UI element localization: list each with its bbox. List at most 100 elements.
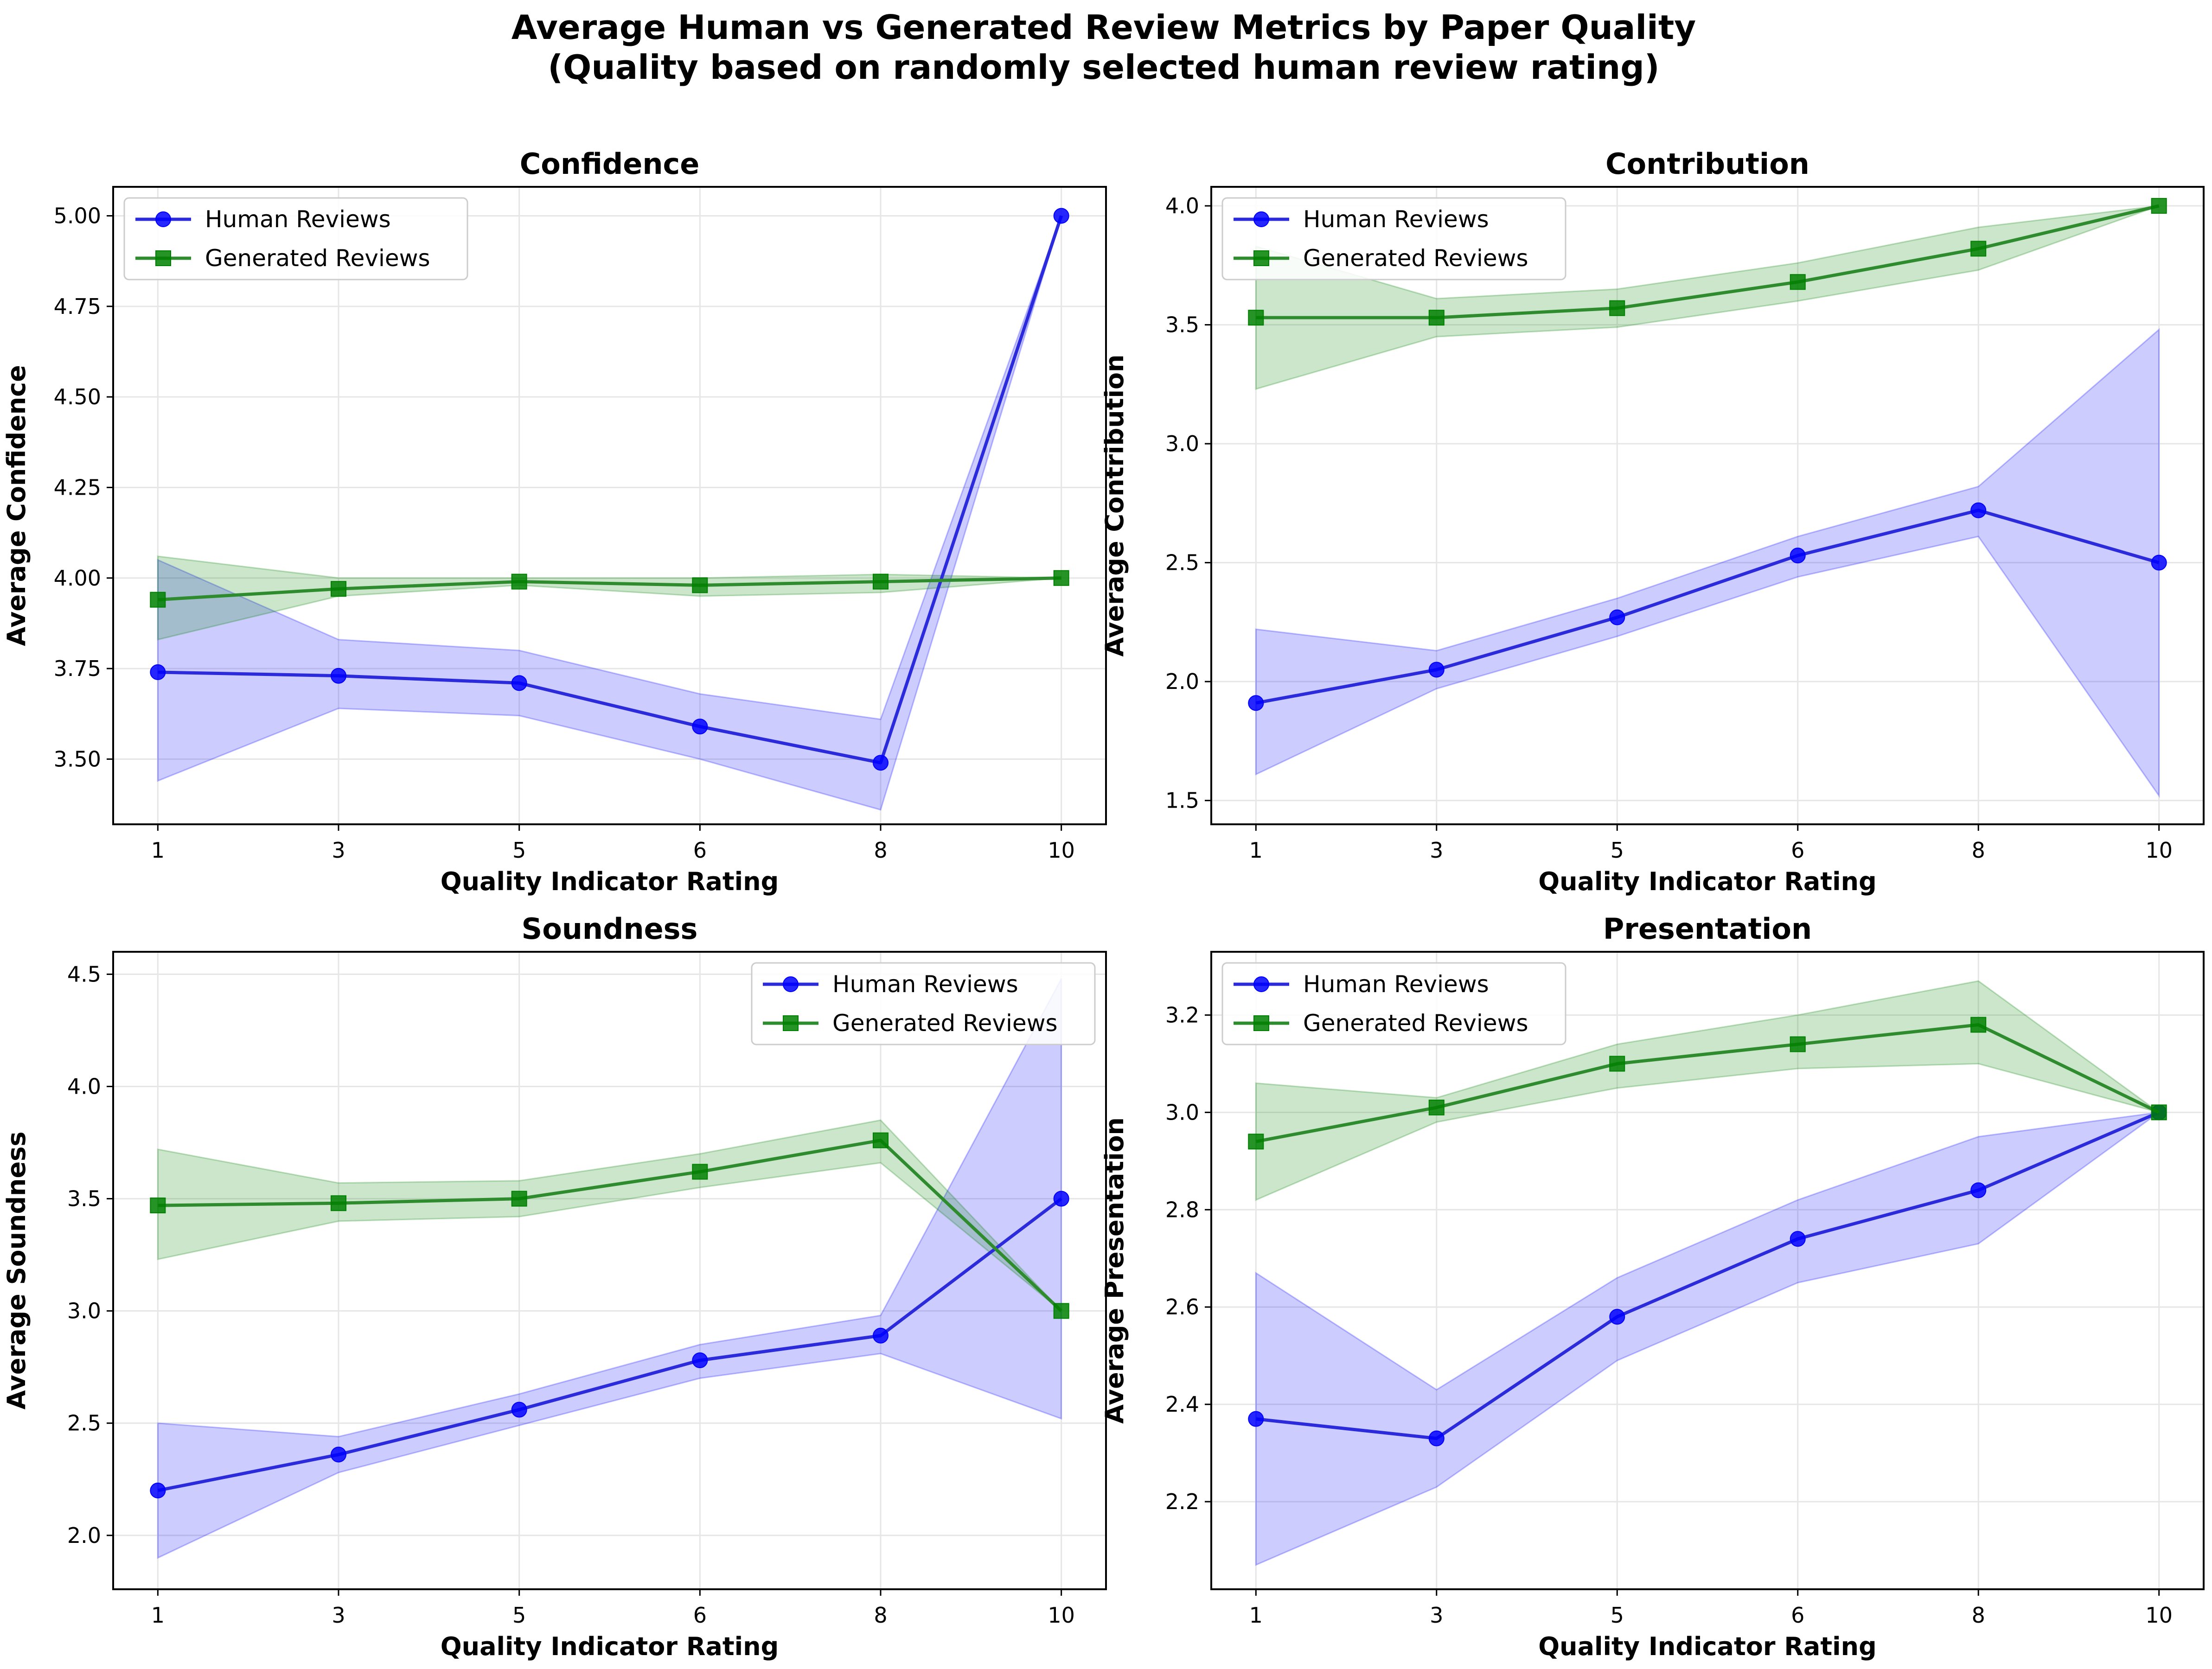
confidence-axes-frame: [112, 186, 1107, 825]
confidence-human-reviews-point: [331, 668, 347, 684]
confidence-human-reviews-line: [158, 215, 1063, 764]
contribution-xtick-label: 6: [1791, 838, 1804, 863]
contribution-legend-label-generated-reviews: Generated Reviews: [1303, 245, 1528, 272]
figure-title-line1: Average Human vs Generated Review Metric…: [511, 8, 1696, 47]
presentation-generated-reviews-point: [1609, 1056, 1625, 1072]
contribution-human-reviews-point: [2151, 554, 2167, 571]
soundness-generated-reviews-point: [692, 1164, 708, 1180]
confidence-generated-reviews-point: [150, 592, 166, 608]
confidence-xtick-label: 10: [1048, 838, 1075, 863]
contribution-generated-reviews-point: [1790, 274, 1806, 290]
contribution-legend-box: [1221, 197, 1566, 280]
presentation-generated-reviews-line: [1255, 1023, 2160, 1143]
presentation-human-reviews-line: [1255, 1111, 2160, 1440]
contribution-legend-marker-generated-reviews: [1253, 250, 1269, 266]
presentation-human-reviews-point: [1428, 1430, 1445, 1446]
soundness-ytick-label: 2.0: [67, 1523, 101, 1548]
confidence-human-reviews-point: [1053, 208, 1069, 224]
soundness-human-reviews-band: [157, 978, 1062, 1559]
presentation-ytick-label: 2.8: [1165, 1197, 1199, 1222]
confidence-ytick-label: 3.50: [54, 746, 101, 771]
presentation-generated-reviews-point: [2151, 1104, 2167, 1121]
presentation-xtick-label: 8: [1972, 1603, 1985, 1628]
contribution-legend-marker-human-reviews: [1253, 211, 1269, 227]
soundness-ytick-label: 3.5: [67, 1186, 101, 1211]
confidence-xtick-label: 1: [151, 838, 165, 863]
confidence-panel: 3.50 3.75 4.00 4.25 4.50 4.75 5.00 1 3 5 6 8 10 Confi…: [2, 147, 1107, 896]
confidence-title: Confidence: [520, 147, 700, 181]
soundness-generated-reviews-line: [158, 1139, 1063, 1312]
confidence-legend-label-human-reviews: Human Reviews: [205, 206, 391, 233]
contribution-human-reviews-band: [1255, 328, 2160, 798]
presentation-legend-label-generated-reviews: Generated Reviews: [1303, 1010, 1528, 1037]
confidence-legend-label-generated-reviews: Generated Reviews: [205, 245, 430, 272]
presentation-xtick-label: 6: [1791, 1603, 1804, 1628]
contribution-generated-reviews-point: [1970, 241, 1987, 257]
soundness-legend-marker-generated-reviews: [783, 1015, 799, 1031]
contribution-generated-reviews-point: [1428, 310, 1445, 326]
soundness-generated-reviews-point: [1053, 1303, 1069, 1319]
soundness-legend-label-generated-reviews: Generated Reviews: [832, 1010, 1058, 1037]
confidence-ytick-label: 4.75: [54, 294, 101, 319]
contribution-generated-reviews-band: [1255, 205, 2160, 390]
presentation-generated-reviews-point: [1248, 1134, 1264, 1150]
figure-title-line2: (Quality based on randomly selected huma…: [548, 48, 1659, 87]
presentation-ytick-label: 3.0: [1165, 1100, 1199, 1125]
contribution-legend: Human Reviews Generated Reviews: [1221, 197, 1566, 280]
confidence-legend-box: [123, 197, 468, 280]
presentation-axes-frame: [1210, 951, 2205, 1590]
confidence-legend: Human Reviews Generated Reviews: [123, 197, 468, 280]
soundness-human-reviews-point: [331, 1446, 347, 1463]
confidence-ytick-label: 4.50: [54, 384, 101, 409]
confidence-generated-reviews-point: [511, 573, 527, 590]
contribution-ytick-label: 3.5: [1165, 312, 1199, 338]
soundness-legend-marker-human-reviews: [783, 976, 799, 992]
contribution-xlabel: Quality Indicator Rating: [1538, 867, 1877, 896]
soundness-xtick-label: 3: [332, 1603, 345, 1628]
confidence-generated-reviews-point: [1053, 570, 1069, 586]
soundness-xtick-label: 6: [693, 1603, 707, 1628]
soundness-generated-reviews-point: [150, 1198, 166, 1214]
contribution-legend-label-human-reviews: Human Reviews: [1303, 206, 1489, 233]
confidence-xtick-label: 6: [693, 838, 707, 863]
confidence-ytick-label: 5.00: [54, 204, 101, 229]
soundness-generated-reviews-point: [511, 1191, 527, 1207]
soundness-xlabel: Quality Indicator Rating: [441, 1632, 779, 1661]
confidence-generated-reviews-point: [331, 581, 347, 597]
contribution-ylabel: Average Contribution: [1100, 355, 1129, 657]
confidence-human-reviews-point: [150, 664, 166, 680]
contribution-generated-reviews-line: [1256, 204, 2160, 319]
soundness-generated-reviews-point: [331, 1195, 347, 1211]
presentation-xtick-label: 5: [1611, 1603, 1624, 1628]
presentation-human-reviews-point: [1248, 1411, 1264, 1427]
soundness-human-reviews-line: [157, 1197, 1062, 1492]
contribution-xtick-label: 5: [1611, 838, 1624, 863]
presentation-ytick-label: 2.6: [1165, 1294, 1199, 1319]
contribution-panel: 1.5 2.0 2.5 3.0 3.5 4.0 1 3 5 6 8 10 Contribution Qua…: [1100, 147, 2205, 896]
presentation-legend-label-human-reviews: Human Reviews: [1303, 971, 1489, 998]
soundness-generated-reviews-point: [872, 1132, 889, 1148]
confidence-xtick-label: 3: [332, 838, 345, 863]
soundness-ytick-label: 3.0: [67, 1299, 101, 1324]
confidence-ytick-label: 3.75: [54, 656, 101, 681]
presentation-legend: Human Reviews Generated Reviews: [1221, 962, 1566, 1045]
presentation-legend-marker-human-reviews: [1253, 976, 1269, 992]
soundness-human-reviews-point: [511, 1401, 527, 1418]
confidence-xtick-label: 8: [874, 838, 887, 863]
confidence-ytick-label: 4.00: [54, 566, 101, 591]
confidence-xlabel: Quality Indicator Rating: [441, 867, 779, 896]
soundness-generated-reviews-band: [157, 1119, 1062, 1312]
subplot-grid: 3.50 3.75 4.00 4.25 4.50 4.75 5.00 1 3 5 6 8 10 Confi…: [2, 147, 2205, 1661]
soundness-panel: 2.0 2.5 3.0 3.5 4.0 4.5 1 3 5 6 8 10 Soundness Qualit…: [2, 912, 1107, 1661]
presentation-panel: 2.2 2.4 2.6 2.8 3.0 3.2 1 3 5 6 8 10 Presentation Qua…: [1100, 912, 2205, 1661]
presentation-human-reviews-band: [1255, 1111, 2160, 1566]
soundness-human-reviews-point: [872, 1327, 889, 1344]
presentation-generated-reviews-point: [1970, 1017, 1987, 1033]
presentation-title: Presentation: [1603, 912, 1812, 946]
presentation-xlabel: Quality Indicator Rating: [1538, 1632, 1877, 1661]
contribution-generated-reviews-point: [1248, 310, 1264, 326]
presentation-generated-reviews-band: [1255, 980, 2160, 1201]
presentation-ylabel: Average Presentation: [1100, 1117, 1129, 1424]
confidence-generated-reviews-band: [157, 555, 1061, 641]
